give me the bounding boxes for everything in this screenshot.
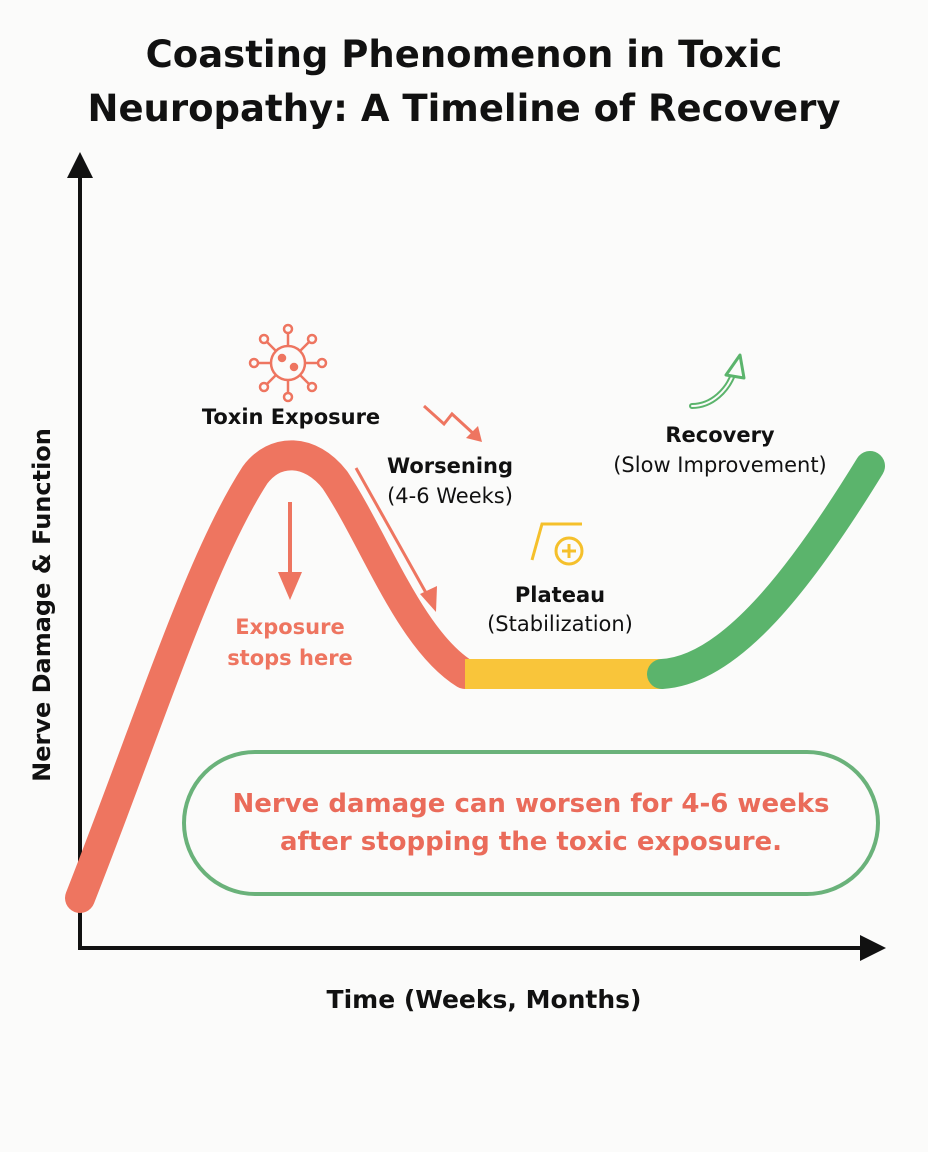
toxin-exposure-label: Toxin Exposure [201, 405, 381, 429]
curved-up-arrow-icon [689, 353, 746, 409]
callout-line-2: after stopping the toxic exposure. [279, 827, 783, 857]
exposure-stops-line-1: Exposure [235, 615, 345, 639]
recovery-subtitle: (Slow Improvement) [613, 453, 827, 477]
plateau-subtitle: (Stabilization) [487, 612, 633, 636]
exposure-stops-line-2: stops here [227, 646, 353, 670]
worsening-arrowhead [420, 586, 437, 612]
key-message-callout: Nerve damage can worsen for 4-6 weeks af… [182, 750, 880, 896]
plateau-plus-icon [530, 522, 584, 566]
y-axis-arrowhead [67, 152, 93, 178]
title-line-1: Coasting Phenomenon in Toxic [145, 33, 783, 76]
exposure-stop-arrowhead [278, 572, 302, 600]
zigzag-down-arrow-icon [422, 404, 482, 442]
plateau-title: Plateau [514, 583, 606, 607]
exposure-stops-label: Exposure stops here [200, 612, 380, 674]
toxic-curve-segment [65, 440, 480, 913]
x-axis-label: Time (Weeks, Months) [326, 985, 642, 1014]
title-line-2: Neuropathy: A Timeline of Recovery [87, 87, 841, 130]
callout-line-1: Nerve damage can worsen for 4-6 weeks [232, 789, 830, 819]
recovery-title: Recovery [665, 423, 775, 447]
y-axis-label: Nerve Damage & Function [28, 428, 56, 782]
page-title: Coasting Phenomenon in Toxic Neuropathy:… [0, 28, 928, 136]
recovery-curve-segment [647, 451, 885, 689]
virus-icon [248, 323, 328, 403]
worsening-subtitle: (4-6 Weeks) [387, 484, 513, 508]
worsening-arrow [354, 467, 432, 601]
worsening-title: Worsening [386, 454, 514, 478]
x-axis-arrowhead [860, 935, 886, 961]
